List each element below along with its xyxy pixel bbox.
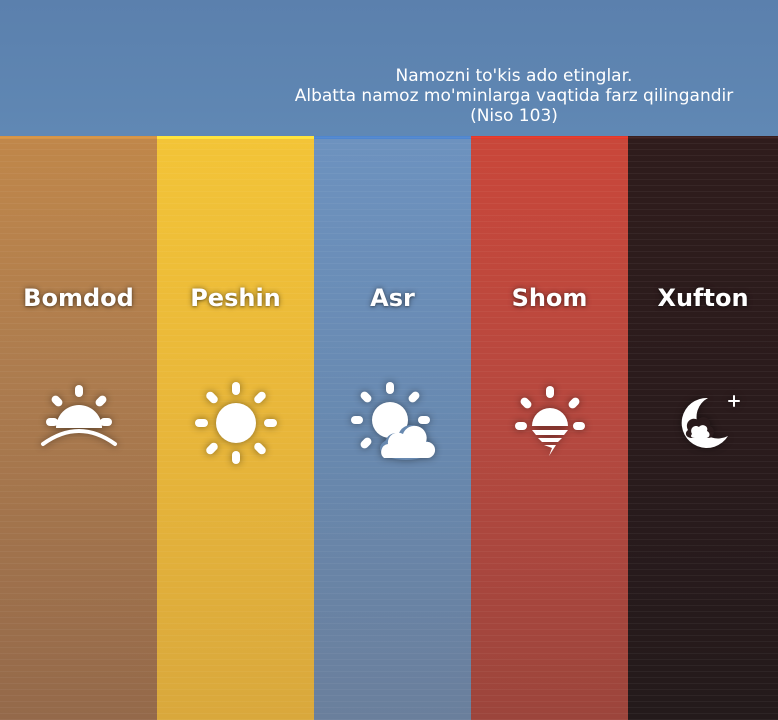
verse-line-3: (Niso 103) — [470, 106, 558, 126]
sunrise-icon — [34, 378, 124, 468]
verse-line-2: Albatta namoz mo'minlarga vaqtida farz q… — [294, 86, 734, 106]
prayer-column-shom[interactable]: Shom — [471, 136, 628, 720]
header-banner: Namozni to'kis ado etinglar. Albatta nam… — [0, 0, 778, 136]
column-top-stripe — [628, 136, 778, 139]
moon-icon — [658, 378, 748, 468]
sunset-icon — [505, 378, 595, 468]
column-top-stripe — [314, 136, 471, 139]
column-top-stripe — [0, 136, 157, 139]
prayer-label-asr: Asr — [370, 284, 415, 312]
prayer-column-xufton[interactable]: Xufton — [628, 136, 778, 720]
prayer-column-peshin[interactable]: Peshin — [157, 136, 314, 720]
column-top-stripe — [471, 136, 628, 139]
prayer-column-bomdod[interactable]: Bomdod — [0, 136, 157, 720]
prayer-label-shom: Shom — [511, 284, 588, 312]
column-top-stripe — [157, 136, 314, 139]
prayer-label-peshin: Peshin — [190, 284, 281, 312]
sun-cloud-icon — [348, 378, 438, 468]
verse-line-1: Namozni to'kis ado etinglar. — [395, 66, 633, 86]
prayer-label-bomdod: Bomdod — [23, 284, 134, 312]
verse-text: Namozni to'kis ado etinglar. Albatta nam… — [250, 66, 778, 126]
prayer-columns: Bomdod Peshin — [0, 136, 778, 720]
prayer-column-asr[interactable]: Asr — [314, 136, 471, 720]
prayer-label-xufton: Xufton — [657, 284, 749, 312]
sun-icon — [191, 378, 281, 468]
